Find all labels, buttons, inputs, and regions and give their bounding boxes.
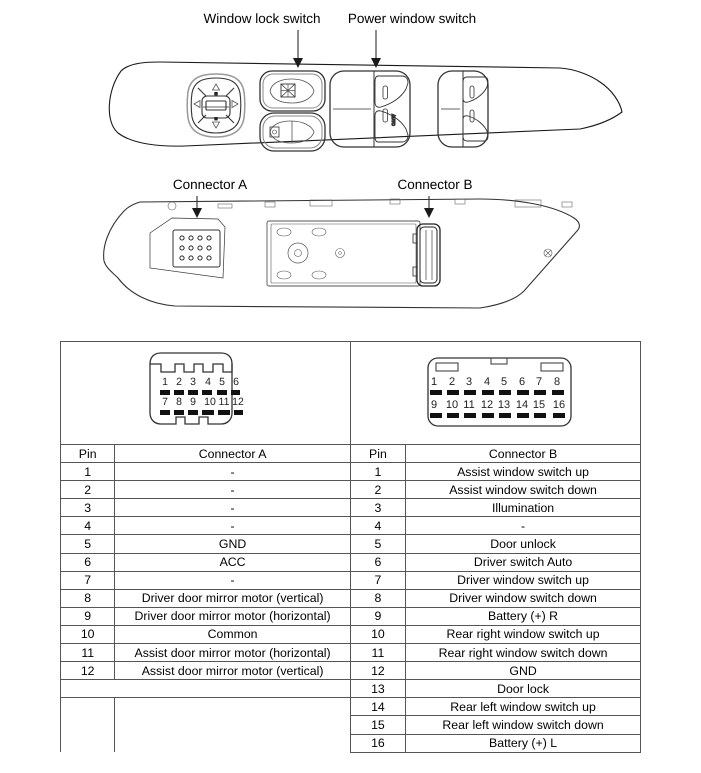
svg-text:Power window switch: Power window switch [348, 11, 476, 26]
svg-text:Connector A: Connector A [173, 177, 247, 192]
svg-text:Connector B: Connector B [397, 177, 472, 192]
svg-text:AUTO: AUTO [391, 114, 396, 126]
svg-text:Window lock switch: Window lock switch [203, 11, 320, 26]
